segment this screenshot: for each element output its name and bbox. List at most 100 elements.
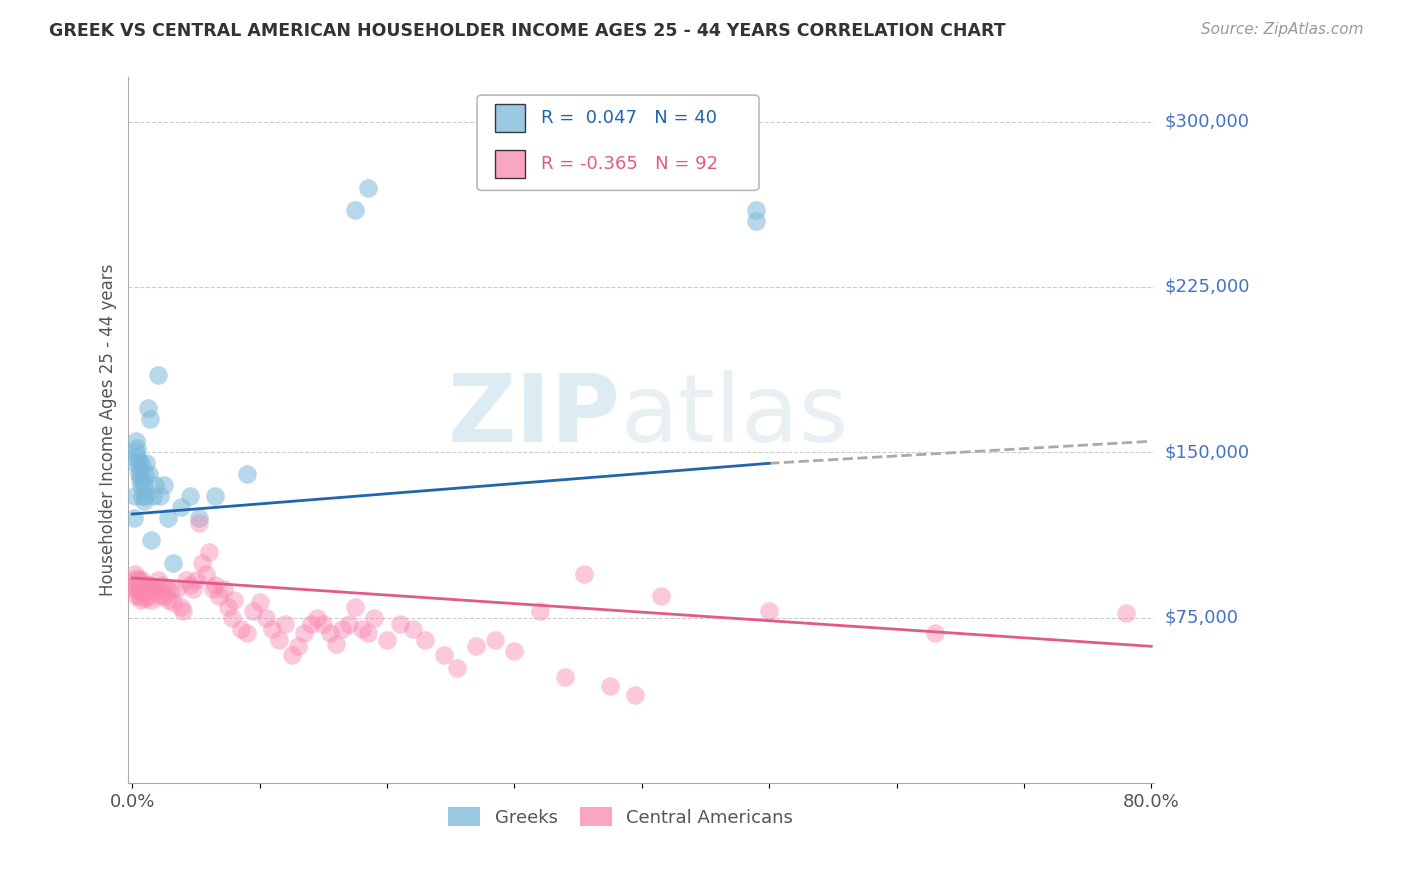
Point xyxy=(172,604,194,618)
Point xyxy=(217,599,239,614)
Point xyxy=(299,617,322,632)
Point xyxy=(122,511,145,525)
Point xyxy=(236,467,259,482)
Point xyxy=(332,622,354,636)
Point xyxy=(204,489,226,503)
Point xyxy=(337,617,360,632)
Point xyxy=(124,566,146,581)
Text: R =  0.047   N = 40: R = 0.047 N = 40 xyxy=(541,110,717,128)
Point xyxy=(166,582,188,596)
Text: $225,000: $225,000 xyxy=(1166,278,1250,296)
Point xyxy=(745,202,768,217)
Point xyxy=(413,632,436,647)
Point xyxy=(124,489,146,503)
Point xyxy=(134,467,156,482)
Point xyxy=(134,591,156,605)
Point xyxy=(319,626,342,640)
Point xyxy=(363,610,385,624)
Point xyxy=(129,478,152,492)
Point xyxy=(267,632,290,647)
Point xyxy=(141,593,163,607)
Point xyxy=(129,472,152,486)
Point xyxy=(484,632,506,647)
Point xyxy=(924,626,946,640)
Point xyxy=(128,589,150,603)
FancyBboxPatch shape xyxy=(495,104,526,133)
Point xyxy=(325,637,347,651)
Point xyxy=(624,688,647,702)
Point xyxy=(128,573,150,587)
Point xyxy=(758,604,780,618)
FancyBboxPatch shape xyxy=(477,95,759,190)
Point xyxy=(125,445,148,459)
Point xyxy=(212,582,235,596)
Point xyxy=(204,577,226,591)
Point xyxy=(131,472,153,486)
Point xyxy=(162,556,184,570)
Point xyxy=(292,626,315,640)
Point xyxy=(141,533,163,548)
Y-axis label: Householder Income Ages 25 - 44 years: Householder Income Ages 25 - 44 years xyxy=(100,264,117,597)
Point xyxy=(153,589,176,603)
Point xyxy=(127,582,149,596)
Point xyxy=(136,582,159,596)
Point xyxy=(249,595,271,609)
Point xyxy=(254,610,277,624)
Point xyxy=(401,622,423,636)
Point xyxy=(132,493,155,508)
Point xyxy=(170,599,193,614)
Point xyxy=(146,573,169,587)
Point xyxy=(129,456,152,470)
Point xyxy=(446,661,468,675)
Point xyxy=(129,584,152,599)
Point xyxy=(138,589,160,603)
Point xyxy=(156,582,179,596)
Point xyxy=(138,467,160,482)
Point xyxy=(148,582,170,596)
Point xyxy=(745,213,768,227)
Point xyxy=(357,180,380,194)
Point xyxy=(127,441,149,455)
Point xyxy=(184,573,207,587)
Point xyxy=(465,640,488,654)
Point xyxy=(129,582,152,596)
Point xyxy=(149,589,172,603)
Point xyxy=(344,202,367,217)
Legend: Greeks, Central Americans: Greeks, Central Americans xyxy=(440,800,800,834)
Point xyxy=(156,511,179,525)
Point xyxy=(159,584,181,599)
Point xyxy=(139,412,162,426)
FancyBboxPatch shape xyxy=(495,150,526,178)
Point xyxy=(146,368,169,383)
Point xyxy=(136,401,159,416)
Point xyxy=(201,582,224,596)
Point xyxy=(388,617,411,632)
Text: $300,000: $300,000 xyxy=(1166,112,1250,130)
Point xyxy=(125,434,148,449)
Point xyxy=(650,589,672,603)
Point xyxy=(131,586,153,600)
Point xyxy=(124,456,146,470)
Point xyxy=(312,617,335,632)
Point xyxy=(143,584,166,599)
Text: $150,000: $150,000 xyxy=(1166,443,1250,461)
Point xyxy=(287,640,309,654)
Point xyxy=(236,626,259,640)
Point xyxy=(208,589,231,603)
Point xyxy=(1115,607,1137,621)
Point xyxy=(142,582,165,596)
Point xyxy=(162,595,184,609)
Point xyxy=(187,516,209,530)
Point xyxy=(179,489,201,503)
Point xyxy=(357,626,380,640)
Point xyxy=(242,604,264,618)
Point xyxy=(224,593,246,607)
Point xyxy=(599,679,621,693)
Point xyxy=(350,622,373,636)
Point xyxy=(344,599,367,614)
Point xyxy=(127,450,149,464)
Point xyxy=(529,604,551,618)
Point xyxy=(197,544,219,558)
Point xyxy=(280,648,302,662)
Point xyxy=(131,489,153,503)
